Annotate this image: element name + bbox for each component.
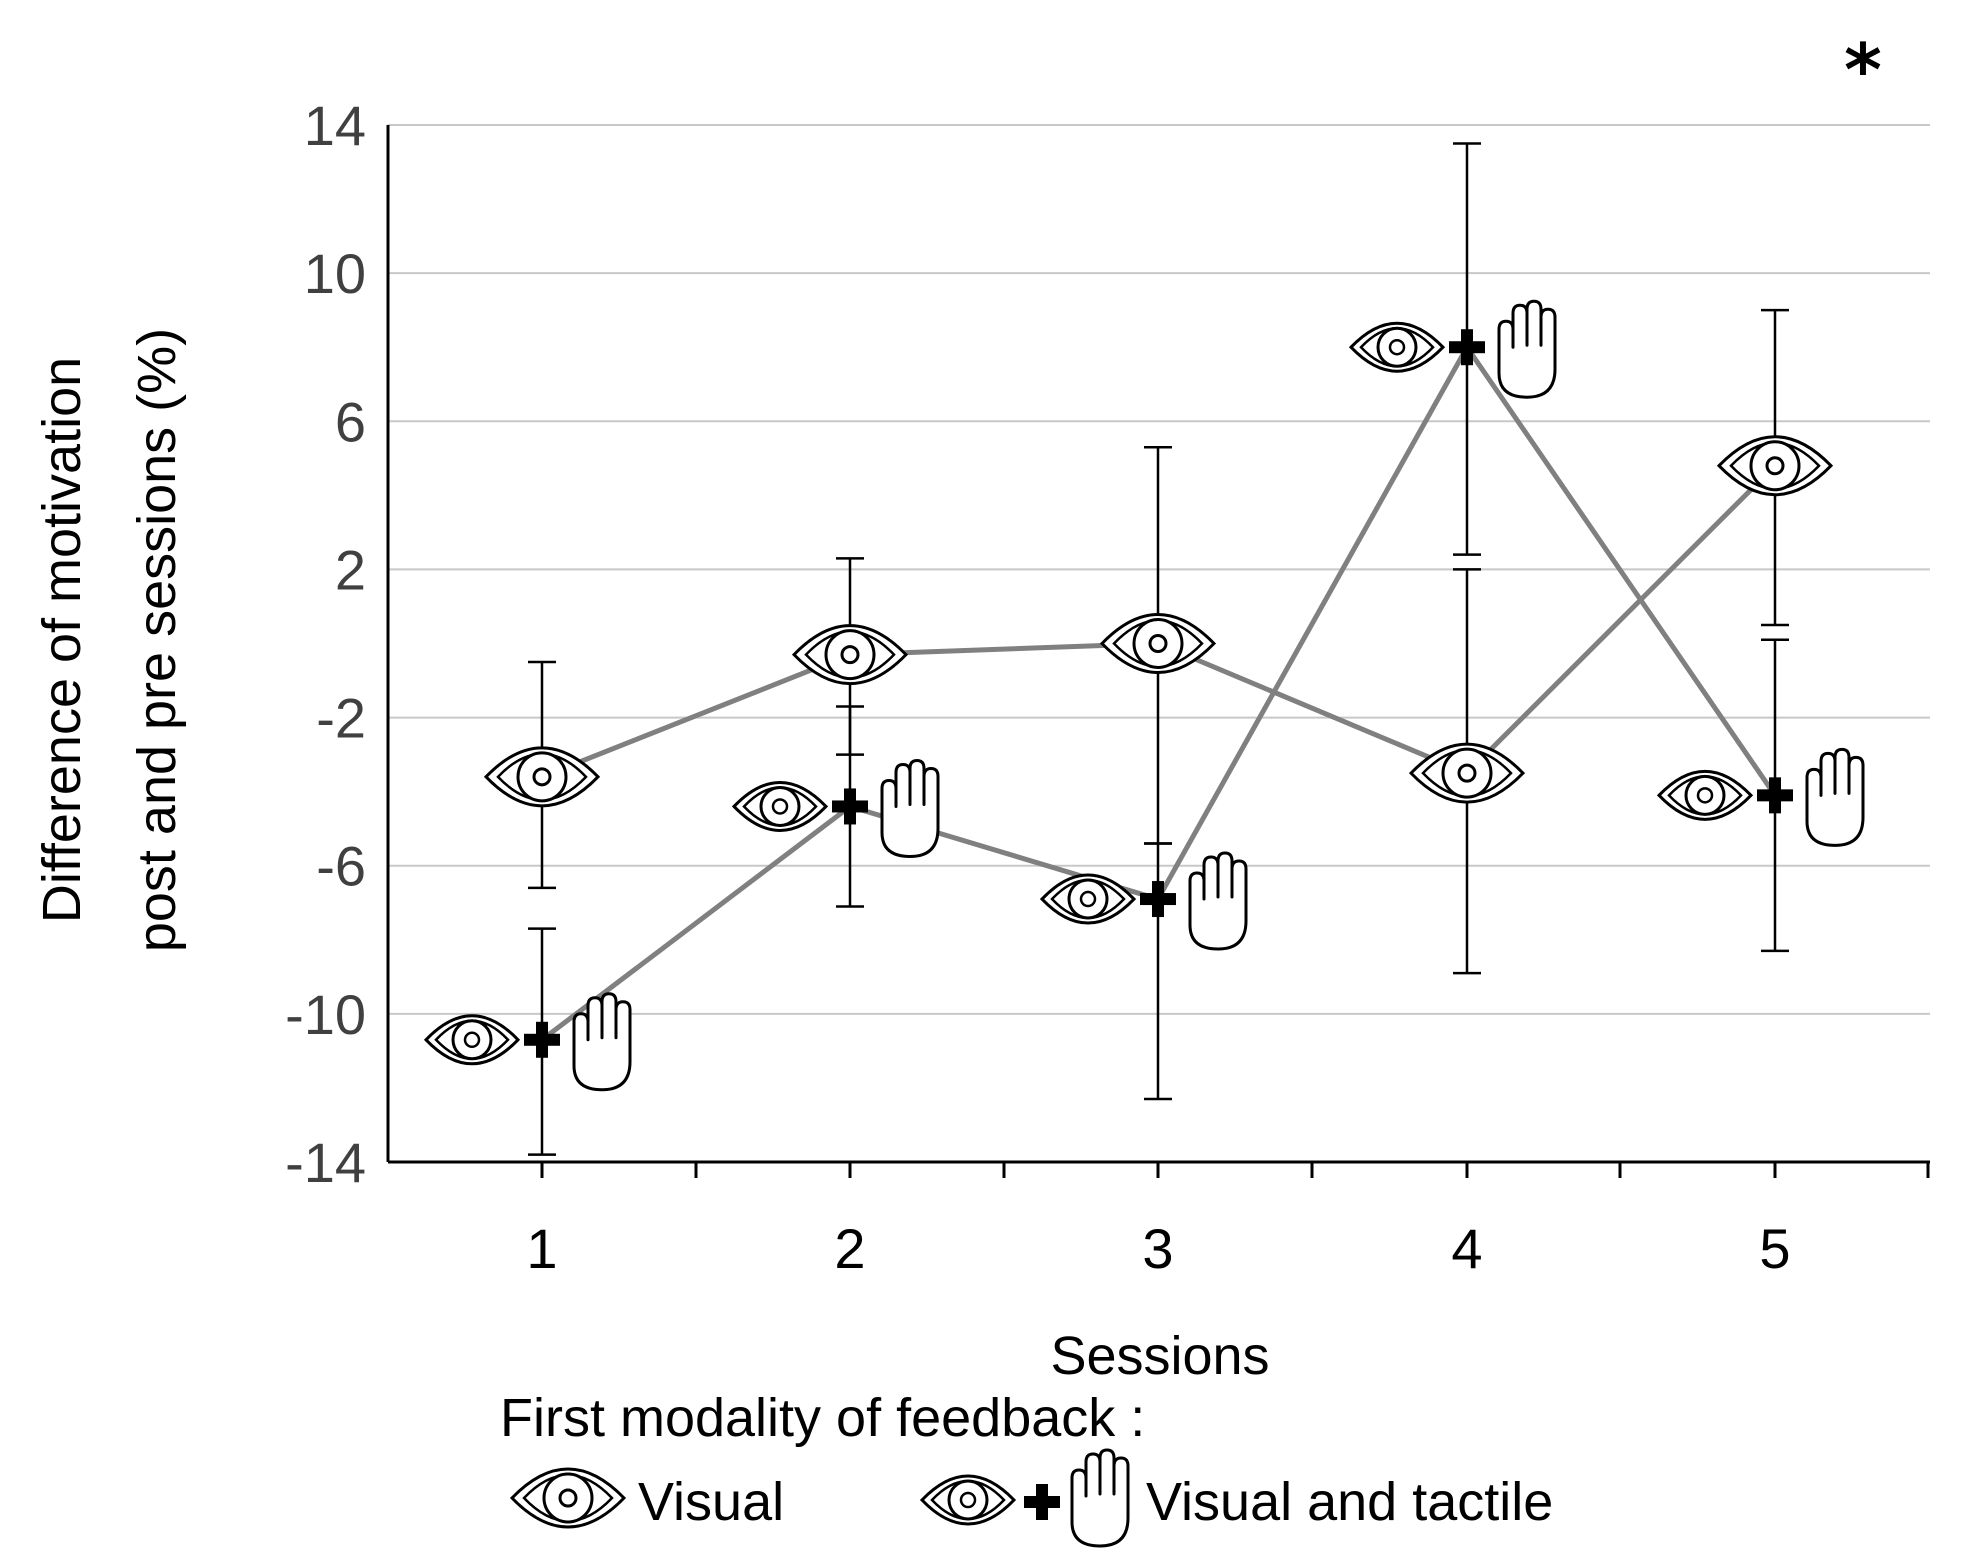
legend-title: First modality of feedback : <box>500 1388 1145 1448</box>
eye-plus-hand-icon <box>1349 299 1557 399</box>
plus-icon <box>1140 881 1176 918</box>
eye-icon <box>424 1014 520 1066</box>
y-tick-label: 2 <box>335 538 366 601</box>
x-tick-label: 3 <box>1142 1217 1173 1280</box>
eye-plus-hand-icon <box>424 992 632 1092</box>
y-tick-label: -10 <box>285 983 366 1046</box>
eye-icon <box>1100 613 1216 674</box>
hand-icon <box>1497 299 1557 399</box>
y-tick-labels: 14 10 6 2 -2 -6 -10 -14 <box>285 94 366 1194</box>
hand-icon <box>1805 747 1865 847</box>
legend-eye-icon <box>510 1467 626 1529</box>
x-tick-label: 1 <box>526 1217 557 1280</box>
eye-icon <box>1040 873 1136 925</box>
eye-plus-hand-icon <box>1657 747 1865 847</box>
eye-icon <box>732 780 828 832</box>
x-tick-label: 2 <box>834 1217 865 1280</box>
hand-icon <box>880 758 940 858</box>
eye-icon <box>484 746 600 808</box>
eye-icon <box>1717 435 1833 497</box>
eye-icon <box>1657 769 1753 821</box>
plus-icon <box>1757 777 1793 814</box>
y-axis-title-line-1: Difference of motivation <box>32 357 92 923</box>
eye-icon <box>1349 321 1445 373</box>
y-tick-label: -2 <box>316 687 366 750</box>
legend-plus-icon <box>1024 1484 1060 1520</box>
significance-star: * <box>1844 28 1882 112</box>
legend: First modality of feedback : Visual Visu… <box>500 1388 1553 1548</box>
y-tick-label: -6 <box>316 835 366 898</box>
eye-plus-hand-icon <box>1040 851 1248 951</box>
x-tick-label: 5 <box>1759 1217 1790 1280</box>
y-tick-label: -14 <box>285 1131 366 1194</box>
axes <box>386 125 1930 1178</box>
y-tick-label: 14 <box>304 94 366 157</box>
x-axis-title: Sessions <box>1050 1326 1269 1386</box>
series-markers <box>424 299 1865 1092</box>
eye-icon <box>792 624 908 686</box>
legend-entry-visual: Visual <box>638 1472 784 1532</box>
legend-entry-visual-tactile: Visual and tactile <box>1146 1472 1553 1532</box>
x-tick-labels: 1 2 3 4 5 <box>526 1217 1790 1280</box>
legend-eye-small-icon <box>920 1474 1016 1526</box>
hand-icon <box>1188 851 1248 951</box>
y-tick-label: 6 <box>335 390 366 453</box>
plus-icon <box>1449 329 1485 366</box>
y-axis-title: Difference of motivation post and pre se… <box>32 328 187 952</box>
eye-icon <box>1409 742 1525 804</box>
x-tick-label: 4 <box>1451 1217 1482 1280</box>
y-tick-label: 10 <box>304 242 366 305</box>
legend-hand-icon <box>1070 1448 1130 1548</box>
y-axis-title-line-2: post and pre sessions (%) <box>127 328 187 952</box>
eye-plus-hand-icon <box>732 758 940 858</box>
